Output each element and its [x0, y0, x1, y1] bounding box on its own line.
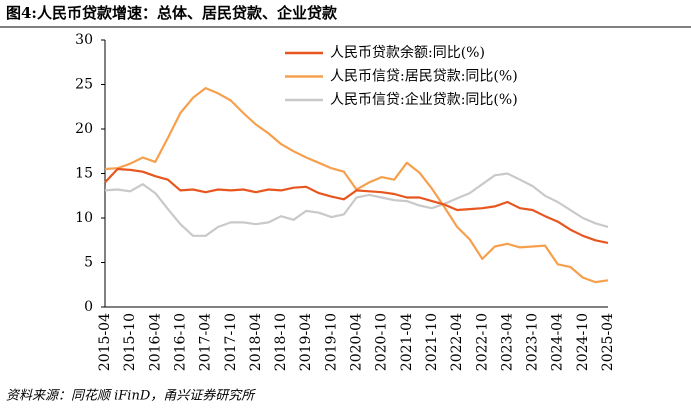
y-tick-label: 10 — [75, 210, 93, 226]
x-tick-label: 2015-10 — [122, 313, 138, 371]
x-tick-label: 2023-04 — [499, 313, 515, 371]
y-tick-label: 25 — [75, 77, 93, 93]
legend-label: 人民币信贷:居民贷款:同比(%) — [330, 69, 518, 85]
x-tick-label: 2021-10 — [424, 313, 440, 371]
x-tick-label: 2022-10 — [474, 313, 490, 371]
x-tick-label: 2015-04 — [97, 313, 113, 371]
series-line — [104, 167, 609, 244]
series-line — [104, 172, 609, 237]
x-tick-label: 2022-04 — [449, 313, 465, 371]
x-tick-label: 2017-10 — [223, 313, 239, 371]
x-tick-label: 2018-10 — [273, 313, 289, 371]
x-tick-label: 2021-04 — [399, 313, 415, 371]
chart-title: 图4:人民币贷款增速：总体、居民贷款、企业贷款 — [6, 4, 338, 22]
y-tick-label: 0 — [84, 299, 93, 315]
x-tick-label: 2024-10 — [575, 313, 591, 371]
x-tick-label: 2016-10 — [172, 313, 188, 371]
source-note: 资料来源：同花顺 iFinD，甬兴证券研究所 — [6, 388, 256, 404]
x-tick-label: 2020-10 — [374, 313, 390, 371]
x-tick-label: 2016-04 — [147, 313, 163, 371]
x-tick-label: 2019-10 — [323, 313, 339, 371]
x-tick-label: 2019-04 — [298, 313, 314, 371]
x-tick-label: 2018-04 — [248, 313, 264, 371]
y-tick-label: 30 — [75, 32, 93, 48]
x-tick-label: 2023-10 — [525, 313, 541, 371]
legend-label: 人民币贷款余额:同比(%) — [330, 44, 485, 61]
x-tick-label: 2024-04 — [550, 313, 566, 371]
x-tick-label: 2020-04 — [349, 313, 365, 371]
y-tick-label: 15 — [75, 166, 93, 182]
x-tick-label: 2017-04 — [198, 313, 214, 371]
y-tick-label: 5 — [84, 255, 93, 271]
y-tick-label: 20 — [75, 121, 93, 137]
x-tick-label: 2025-04 — [600, 313, 616, 371]
legend-label: 人民币信贷:企业贷款:同比(%) — [330, 91, 518, 108]
